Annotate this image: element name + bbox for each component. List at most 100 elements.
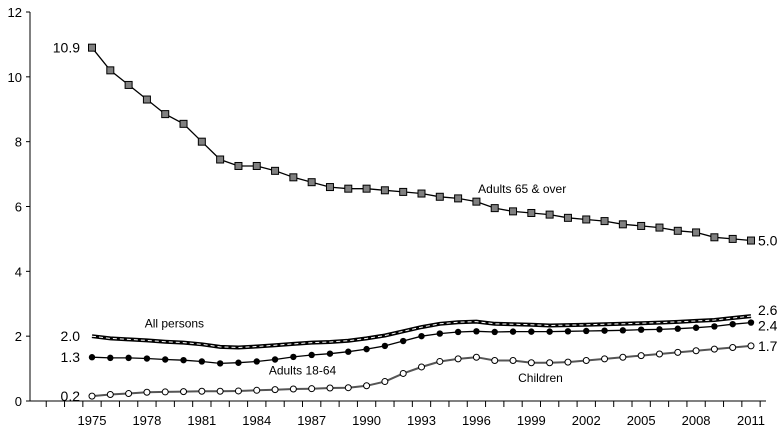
data-point bbox=[528, 328, 535, 335]
x-tick-label: 1999 bbox=[517, 413, 546, 428]
data-point bbox=[655, 350, 663, 358]
data-point bbox=[289, 173, 298, 182]
data-point bbox=[363, 382, 371, 390]
data-point bbox=[692, 324, 700, 331]
data-point bbox=[710, 345, 718, 353]
series-line-children bbox=[91, 344, 752, 398]
data-point bbox=[509, 328, 517, 335]
data-point bbox=[491, 328, 498, 336]
data-point bbox=[363, 345, 370, 353]
data-point bbox=[710, 233, 719, 242]
data-point bbox=[289, 385, 297, 393]
data-point bbox=[564, 328, 572, 335]
data-point bbox=[88, 392, 96, 400]
data-point bbox=[234, 161, 243, 170]
data-point bbox=[216, 387, 224, 395]
data-point bbox=[454, 328, 462, 336]
data-point bbox=[271, 386, 279, 394]
y-tick-label: 12 bbox=[8, 5, 22, 20]
end-value-label: 2.4 bbox=[758, 318, 778, 334]
data-point bbox=[418, 363, 425, 371]
data-point bbox=[417, 189, 426, 198]
data-point bbox=[490, 204, 499, 213]
data-point bbox=[728, 234, 737, 243]
data-point bbox=[143, 355, 151, 362]
x-tick-label: 1978 bbox=[132, 413, 161, 428]
data-point bbox=[583, 327, 590, 335]
data-point bbox=[179, 119, 188, 128]
data-point bbox=[180, 356, 187, 364]
data-point bbox=[88, 354, 96, 361]
data-point bbox=[637, 221, 646, 230]
data-point bbox=[124, 80, 133, 89]
data-point bbox=[252, 161, 261, 170]
data-point bbox=[655, 223, 664, 232]
data-point bbox=[436, 330, 444, 337]
data-point bbox=[619, 353, 627, 361]
data-point bbox=[216, 360, 224, 367]
data-point bbox=[107, 354, 114, 362]
data-point bbox=[747, 236, 755, 245]
data-point bbox=[600, 217, 609, 226]
data-point bbox=[253, 386, 261, 394]
data-point bbox=[711, 323, 718, 330]
data-point bbox=[546, 359, 554, 367]
x-tick-label: 2002 bbox=[572, 413, 601, 428]
data-point bbox=[216, 155, 225, 164]
start-value-label: 2.0 bbox=[61, 328, 81, 344]
data-point bbox=[180, 388, 188, 396]
data-point bbox=[106, 66, 115, 75]
data-point bbox=[271, 166, 280, 175]
data-point bbox=[161, 110, 170, 119]
y-tick-label: 0 bbox=[15, 394, 22, 409]
data-point bbox=[472, 353, 480, 361]
data-point bbox=[637, 326, 645, 333]
x-tick-label: 2008 bbox=[682, 413, 711, 428]
data-point bbox=[509, 207, 518, 216]
end-value-label: 2.6 bbox=[758, 302, 778, 318]
end-value-label: 1.7 bbox=[758, 338, 778, 354]
data-point bbox=[473, 328, 480, 335]
data-point bbox=[162, 356, 169, 363]
data-point bbox=[308, 385, 316, 393]
data-point bbox=[344, 384, 352, 392]
data-point bbox=[106, 391, 114, 399]
data-point bbox=[582, 356, 590, 364]
y-tick-label: 10 bbox=[8, 70, 22, 85]
start-value-label: 0.2 bbox=[61, 388, 81, 404]
data-point bbox=[692, 228, 701, 237]
y-tick-label: 4 bbox=[15, 264, 22, 279]
data-point bbox=[235, 359, 242, 366]
data-point bbox=[380, 186, 389, 195]
data-point bbox=[747, 319, 755, 326]
x-tick-label: 2005 bbox=[627, 413, 656, 428]
data-point bbox=[601, 355, 609, 363]
data-point bbox=[362, 184, 371, 193]
data-point bbox=[326, 350, 334, 357]
start-value-label: 1.3 bbox=[61, 349, 81, 365]
series-name-label: Adults 65 & over bbox=[478, 182, 566, 196]
data-point bbox=[381, 342, 389, 350]
axes: 0 2 4 6 8 10 12 1975 1978 1981 1984 1987 1990 1993 199… bbox=[8, 5, 766, 428]
series-line-all-persons-highlight bbox=[91, 315, 752, 349]
data-point bbox=[308, 351, 315, 359]
data-point bbox=[436, 357, 444, 365]
y-tick-label: 2 bbox=[15, 329, 22, 344]
x-tick-label: 1996 bbox=[462, 413, 491, 428]
data-point bbox=[125, 390, 133, 398]
data-point bbox=[325, 183, 334, 192]
data-point bbox=[656, 326, 663, 333]
x-tick-label: 1987 bbox=[297, 413, 326, 428]
data-point bbox=[435, 192, 444, 201]
start-value-label: 10.9 bbox=[53, 40, 80, 56]
data-point bbox=[198, 387, 206, 395]
data-point bbox=[143, 388, 151, 396]
data-point bbox=[564, 358, 572, 366]
data-point bbox=[197, 137, 206, 146]
data-point bbox=[326, 384, 334, 392]
x-tick-label: 1975 bbox=[78, 413, 107, 428]
data-point bbox=[344, 184, 353, 193]
series-name-label: Adults 18-64 bbox=[269, 364, 337, 378]
x-tick-label: 2011 bbox=[737, 413, 765, 428]
